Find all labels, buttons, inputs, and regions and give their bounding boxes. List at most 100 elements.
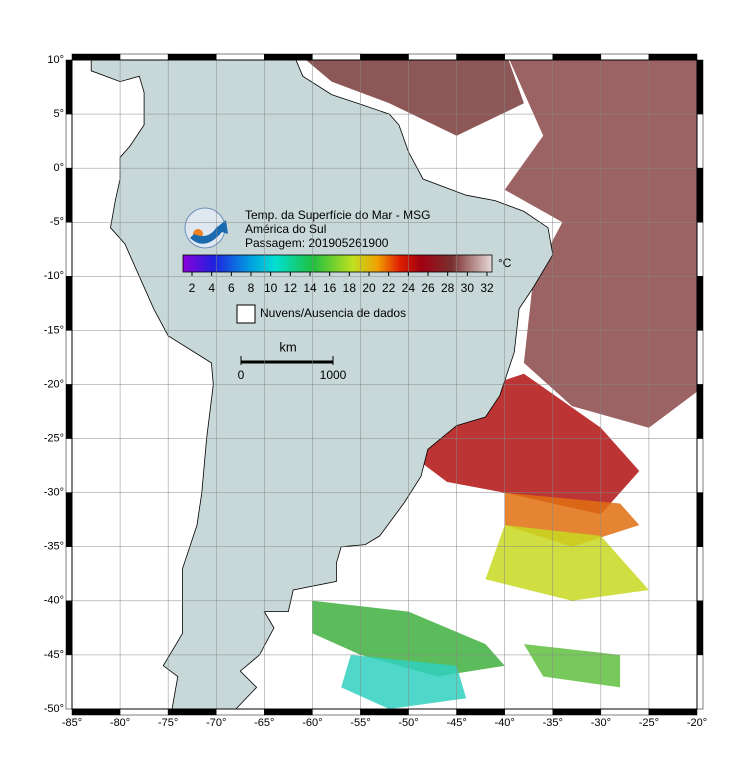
sst-patch — [485, 525, 649, 601]
frame-segment — [600, 708, 650, 716]
frame-segment — [167, 53, 217, 61]
lon-tick-label: -80° — [110, 717, 130, 729]
logo — [184, 207, 228, 249]
map-border — [71, 59, 698, 710]
lon-tick-label: -75° — [158, 717, 178, 729]
colorbar-tick-label: 18 — [343, 281, 357, 295]
title-line: Passagem: 201905261900 — [245, 236, 389, 250]
frame-segment — [696, 330, 704, 385]
scale-tick-label: 1000 — [320, 368, 347, 382]
colorbar-tick-label: 28 — [441, 281, 455, 295]
lat-tick-label: -50° — [44, 703, 64, 715]
frame-segment — [456, 708, 505, 716]
colorbar-tick-label: 10 — [264, 281, 278, 295]
frame-segment — [408, 708, 457, 716]
lat-tick-label: -25° — [44, 432, 64, 444]
lat-tick-label: 5° — [53, 108, 64, 120]
frame-segment — [65, 59, 73, 115]
lon-tick-label: -50° — [398, 717, 418, 729]
frame-segment — [65, 222, 73, 277]
lat-tick-label: -30° — [44, 487, 64, 499]
frame-segment — [65, 384, 73, 439]
frame-segment — [552, 708, 602, 716]
lon-tick-label: -30° — [591, 717, 611, 729]
lat-tick-label: 0° — [53, 162, 64, 174]
lat-tick-label: -45° — [44, 649, 64, 661]
frame-segment — [504, 53, 554, 61]
frame-segment — [119, 708, 169, 716]
lat-tick-label: -10° — [44, 270, 64, 282]
lon-tick-label: -65° — [254, 717, 274, 729]
colorbar-tick-label: 26 — [421, 281, 435, 295]
colorbar-tick-label: 20 — [362, 281, 376, 295]
colorbar-tick-label: 22 — [382, 281, 396, 295]
frame-segment — [696, 167, 704, 223]
lat-tick-label: -20° — [44, 378, 64, 390]
frame-segment — [65, 113, 73, 169]
frame-segment — [696, 113, 704, 169]
legend-label: Nuvens/Ausencia de dados — [260, 306, 406, 320]
frame-segment — [696, 546, 704, 602]
frame-segment — [71, 53, 121, 61]
frame-segment — [312, 53, 361, 61]
sst-patch — [341, 654, 467, 709]
frame-segment — [65, 167, 73, 223]
frame-segment — [215, 708, 265, 716]
sst-patch — [523, 644, 621, 688]
colorbar-tick-label: 32 — [480, 281, 494, 295]
frame-segment — [648, 53, 698, 61]
frame-segment — [648, 708, 698, 716]
colorbar-tick-label: 24 — [402, 281, 416, 295]
frame-segment — [65, 654, 73, 710]
lon-tick-label: -45° — [446, 717, 466, 729]
title-line: Temp. da Superfície do Mar - MSG — [245, 208, 430, 222]
lon-tick-label: -35° — [543, 717, 563, 729]
lat-tick-label: 10° — [47, 54, 64, 66]
colorbar-tick-label: 30 — [461, 281, 475, 295]
lon-tick-label: -55° — [350, 717, 370, 729]
frame-segment — [119, 53, 169, 61]
frame-segment — [600, 53, 650, 61]
lon-tick-label: -85° — [62, 717, 82, 729]
frame-segment — [552, 53, 602, 61]
lon-tick-label: -40° — [495, 717, 515, 729]
frame-segment — [360, 708, 409, 716]
frame-segment — [65, 438, 73, 493]
frame-segment — [456, 53, 505, 61]
colorbar-tick-label: 12 — [284, 281, 298, 295]
frame-segment — [360, 53, 409, 61]
frame-segment — [264, 53, 313, 61]
scale-unit: km — [279, 339, 296, 354]
lon-tick-label: -60° — [302, 717, 322, 729]
lon-tick-label: -25° — [639, 717, 659, 729]
frame-segment — [65, 330, 73, 385]
colorbar-tick-label: 2 — [189, 281, 196, 295]
lat-tick-label: -5° — [50, 216, 64, 228]
colorbar-tick-label: 8 — [248, 281, 255, 295]
frame-segment — [696, 492, 704, 547]
frame-segment — [264, 708, 313, 716]
frame-segment — [65, 546, 73, 602]
frame-segment — [312, 708, 361, 716]
frame-segment — [408, 53, 457, 61]
frame-segment — [65, 600, 73, 656]
legend-swatch — [236, 304, 256, 324]
lon-tick-label: -20° — [687, 717, 707, 729]
lon-tick-label: -70° — [206, 717, 226, 729]
title-line: América do Sul — [245, 222, 326, 236]
frame-segment — [696, 59, 704, 115]
colorbar-tick-label: 6 — [228, 281, 235, 295]
frame-segment — [696, 600, 704, 656]
frame-segment — [696, 384, 704, 439]
frame-segment — [504, 708, 554, 716]
frame-segment — [215, 53, 265, 61]
frame-segment — [71, 708, 121, 716]
lat-tick-label: -35° — [44, 541, 64, 553]
frame-segment — [696, 654, 704, 710]
frame-segment — [696, 276, 704, 331]
colorbar-tick-label: 16 — [323, 281, 337, 295]
map-area — [90, 60, 697, 709]
colorbar-tick-label: 14 — [303, 281, 317, 295]
frame-segment — [167, 708, 217, 716]
